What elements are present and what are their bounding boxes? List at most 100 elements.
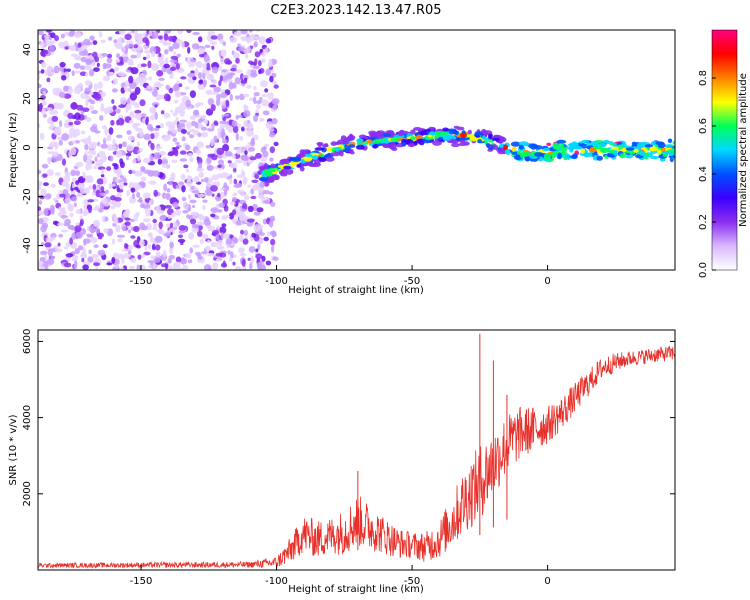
noise-blob	[147, 232, 152, 238]
noise-blob	[249, 262, 253, 270]
noise-blob	[121, 54, 129, 58]
noise-blob	[248, 147, 256, 152]
noise-blob	[253, 43, 257, 47]
noise-blob	[175, 63, 180, 70]
noise-blob	[112, 138, 116, 146]
noise-blob	[229, 162, 238, 169]
noise-blob	[54, 87, 61, 95]
noise-blob	[117, 234, 125, 238]
noise-blob	[255, 248, 259, 253]
noise-blob	[58, 206, 62, 211]
noise-blob	[144, 33, 149, 38]
noise-blob	[45, 30, 53, 33]
noise-blob	[271, 232, 277, 237]
signal-blob	[321, 144, 329, 148]
noise-blob	[202, 72, 206, 80]
noise-blob	[208, 252, 214, 257]
noise-blob	[53, 109, 59, 115]
noise-blob	[167, 265, 173, 270]
noise-blob	[130, 187, 136, 193]
noise-blob	[59, 65, 65, 72]
noise-blob	[38, 30, 44, 36]
noise-blob	[219, 226, 227, 234]
spectrogram-x-tick-label: -150	[130, 276, 153, 287]
noise-blob	[38, 185, 42, 191]
noise-blob	[158, 221, 163, 230]
noise-blob	[218, 173, 224, 179]
noise-blob	[71, 196, 78, 202]
spectrogram-y-axis: -40 -20 0 20 40	[22, 43, 43, 254]
noise-blob	[223, 113, 229, 117]
noise-blob	[201, 115, 207, 119]
noise-blob	[38, 123, 41, 128]
noise-blob	[175, 141, 180, 145]
noise-blob	[149, 106, 157, 114]
noise-blob	[259, 181, 265, 189]
noise-blob	[192, 76, 197, 81]
signal-blob	[580, 148, 586, 154]
noise-blob	[192, 204, 196, 209]
noise-blob	[122, 46, 126, 52]
noise-blob	[148, 207, 151, 216]
signal-blob	[285, 169, 294, 175]
noise-blob	[118, 143, 123, 149]
noise-blob	[143, 251, 151, 256]
noise-blob	[60, 229, 69, 233]
noise-blob	[135, 113, 142, 120]
noise-blob	[51, 115, 59, 122]
noise-blob	[58, 233, 64, 238]
noise-blob	[140, 176, 147, 182]
noise-blob	[215, 235, 220, 241]
signal-blob	[454, 130, 460, 136]
noise-blob	[53, 245, 59, 249]
noise-blob	[116, 53, 120, 59]
snr-x-tick-label: -150	[130, 576, 153, 587]
noise-blob	[184, 252, 192, 259]
noise-blob	[52, 236, 56, 241]
noise-blob	[63, 246, 69, 250]
noise-blob	[44, 193, 52, 200]
noise-blob	[127, 244, 133, 251]
noise-blob	[177, 123, 186, 128]
noise-blob	[195, 149, 202, 155]
noise-blob	[221, 127, 225, 136]
noise-blob	[222, 116, 227, 122]
noise-blob	[175, 116, 179, 122]
noise-blob	[38, 83, 42, 89]
noise-blob	[187, 259, 193, 264]
noise-blob	[219, 252, 227, 258]
noise-blob	[227, 160, 232, 164]
noise-blob	[94, 156, 98, 162]
noise-blob	[255, 253, 263, 260]
noise-blob	[82, 171, 86, 179]
noise-blob	[150, 133, 155, 140]
noise-blob	[88, 92, 94, 96]
snr-spikes	[357, 333, 508, 551]
noise-blob	[174, 222, 178, 228]
noise-blob	[46, 107, 53, 112]
noise-blob	[99, 115, 104, 121]
noise-blob	[150, 154, 154, 162]
noise-blob	[158, 52, 162, 58]
noise-blob	[194, 103, 201, 108]
noise-blob	[249, 156, 257, 161]
signal-blob	[277, 164, 284, 168]
signal-blob	[569, 149, 574, 153]
noise-blob	[232, 209, 237, 216]
noise-blob	[163, 33, 169, 41]
noise-blob	[144, 245, 148, 251]
noise-blob	[97, 232, 104, 238]
noise-blob	[111, 99, 115, 104]
noise-blob	[164, 49, 169, 55]
signal-blob	[649, 155, 660, 160]
noise-blob	[187, 131, 191, 136]
noise-blob	[41, 61, 47, 68]
noise-blob	[242, 176, 248, 185]
signal-blob	[552, 145, 561, 150]
noise-blob	[80, 130, 86, 135]
noise-blob	[239, 253, 247, 257]
signal-blob	[485, 143, 491, 147]
noise-blob	[157, 57, 165, 64]
signal-blob	[655, 141, 665, 145]
noise-blob	[158, 77, 165, 81]
